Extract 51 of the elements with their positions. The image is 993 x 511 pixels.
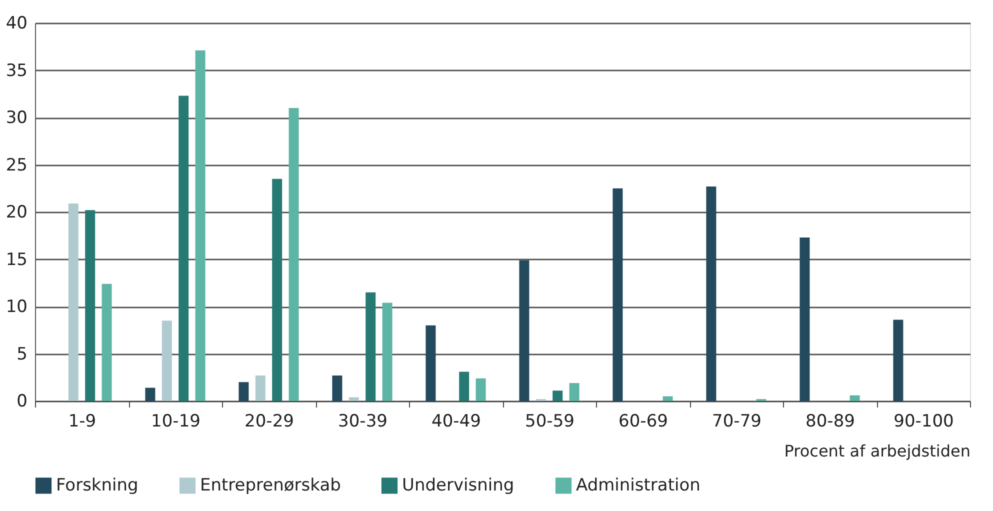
bar bbox=[569, 383, 580, 401]
x-tick-label: 20-29 bbox=[244, 412, 294, 432]
bar bbox=[238, 382, 249, 401]
bar bbox=[706, 186, 716, 401]
bar bbox=[162, 320, 172, 401]
legend-label: Undervisning bbox=[402, 476, 514, 496]
y-tick-label: 0 bbox=[16, 392, 28, 412]
x-tick-label: 30-39 bbox=[338, 412, 388, 432]
y-tick-label: 35 bbox=[6, 60, 28, 81]
y-tick-label: 10 bbox=[6, 297, 28, 317]
x-tick-label: 10-19 bbox=[151, 412, 200, 432]
y-tick-label: 15 bbox=[6, 250, 28, 270]
bar bbox=[612, 188, 623, 401]
y-tick-label: 40 bbox=[6, 14, 28, 34]
bar bbox=[476, 378, 486, 401]
legend-label: Entreprenørskab bbox=[200, 476, 341, 496]
bar bbox=[195, 50, 206, 401]
bar bbox=[272, 178, 282, 401]
bar bbox=[459, 372, 470, 401]
bar bbox=[800, 238, 810, 401]
bar bbox=[552, 390, 563, 401]
x-tick-label: 90-100 bbox=[894, 412, 954, 432]
bar bbox=[68, 203, 78, 401]
bar bbox=[288, 108, 299, 401]
legend-label: Administration bbox=[576, 476, 700, 496]
bar bbox=[178, 96, 189, 401]
y-tick-label: 20 bbox=[6, 202, 28, 222]
x-tick-label: 80-89 bbox=[806, 412, 855, 432]
bar bbox=[145, 388, 156, 401]
bar bbox=[85, 210, 96, 401]
x-tick-label: 70-79 bbox=[712, 412, 762, 432]
bar bbox=[332, 375, 342, 401]
x-tick-label: 50-59 bbox=[525, 412, 574, 432]
bar bbox=[348, 397, 359, 401]
x-tick-label: 60-69 bbox=[618, 412, 668, 432]
bar bbox=[102, 284, 112, 401]
y-tick-label: 5 bbox=[16, 344, 28, 364]
x-tick-label: 1-9 bbox=[68, 412, 96, 432]
bar bbox=[255, 375, 266, 401]
bar bbox=[519, 260, 530, 401]
bar bbox=[662, 396, 673, 401]
bar bbox=[382, 302, 392, 401]
x-axis-title: Procent af arbejdstiden bbox=[784, 442, 970, 460]
y-tick-label: 25 bbox=[6, 155, 28, 176]
legend-label: Forskning bbox=[56, 476, 138, 496]
x-tick-label: 40-49 bbox=[432, 412, 481, 432]
bar bbox=[366, 292, 376, 401]
bar bbox=[850, 395, 860, 401]
bar bbox=[426, 325, 436, 401]
bar bbox=[893, 320, 904, 401]
y-tick-label: 30 bbox=[6, 108, 28, 128]
